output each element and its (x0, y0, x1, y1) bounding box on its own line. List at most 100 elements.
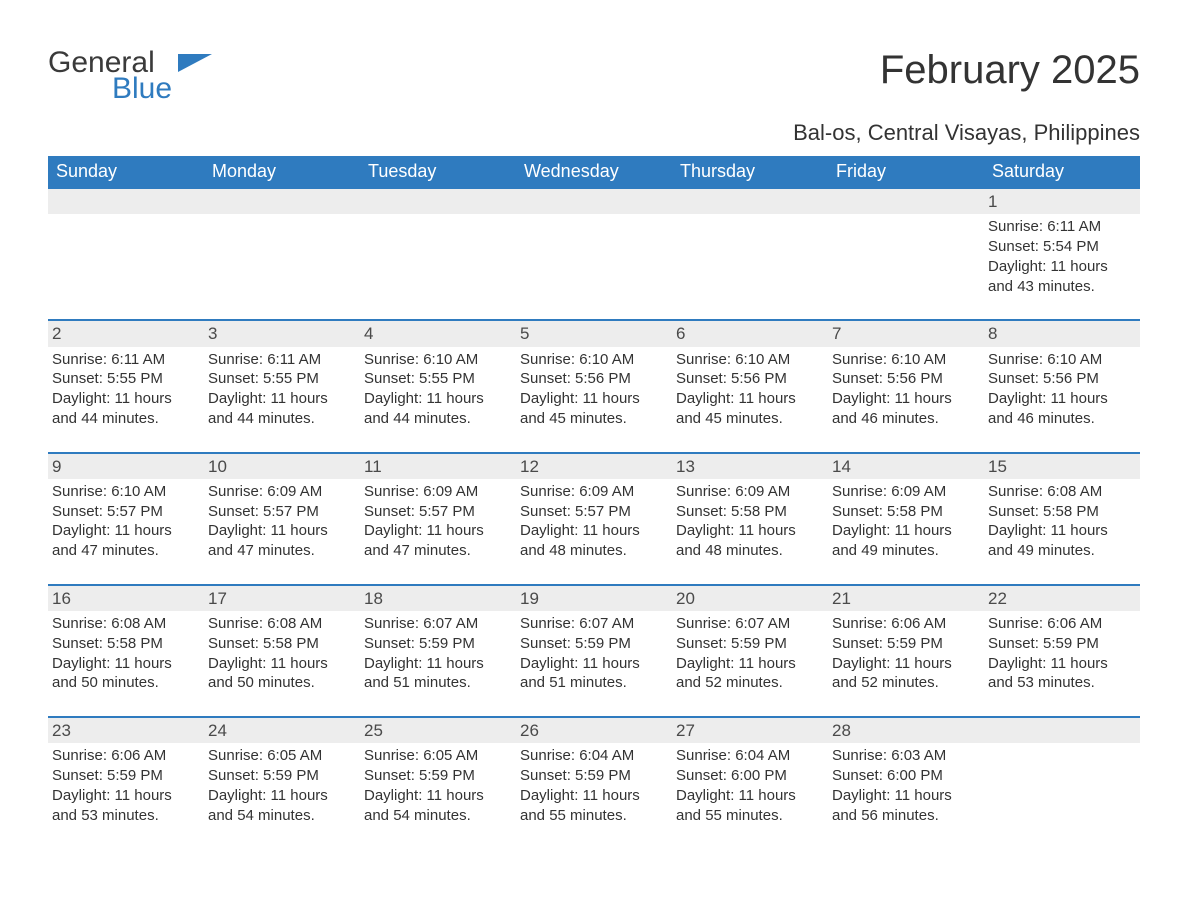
sunrise-text: Sunrise: 6:06 AM (832, 615, 978, 634)
day-header-friday: Friday (828, 156, 984, 187)
daylight-text: Daylight: 11 hours (832, 655, 978, 674)
day-cell: 4Sunrise: 6:10 AMSunset: 5:55 PMDaylight… (360, 319, 516, 451)
daylight-text: Daylight: 11 hours (832, 522, 978, 541)
daylight-text: and 51 minutes. (520, 674, 666, 693)
day-header-thursday: Thursday (672, 156, 828, 187)
day-cell: 12Sunrise: 6:09 AMSunset: 5:57 PMDayligh… (516, 452, 672, 584)
sunset-text: Sunset: 5:59 PM (988, 635, 1134, 654)
calendar-table: SundayMondayTuesdayWednesdayThursdayFrid… (48, 156, 1140, 848)
day-cell: 6Sunrise: 6:10 AMSunset: 5:56 PMDaylight… (672, 319, 828, 451)
sunrise-text: Sunrise: 6:06 AM (52, 747, 198, 766)
day-cell: 5Sunrise: 6:10 AMSunset: 5:56 PMDaylight… (516, 319, 672, 451)
sunrise-text: Sunrise: 6:08 AM (208, 615, 354, 634)
day-cell: 11Sunrise: 6:09 AMSunset: 5:57 PMDayligh… (360, 452, 516, 584)
date-number: 28 (828, 716, 984, 743)
sunset-text: Sunset: 5:57 PM (364, 503, 510, 522)
date-number: 16 (48, 584, 204, 611)
sunset-text: Sunset: 5:54 PM (988, 238, 1134, 257)
sunrise-text: Sunrise: 6:10 AM (988, 351, 1134, 370)
daylight-text: Daylight: 11 hours (208, 787, 354, 806)
daylight-text: Daylight: 11 hours (364, 787, 510, 806)
date-number: 9 (48, 452, 204, 479)
date-number (672, 187, 828, 214)
sunset-text: Sunset: 5:55 PM (364, 370, 510, 389)
sunset-text: Sunset: 5:57 PM (520, 503, 666, 522)
daylight-text: and 56 minutes. (832, 807, 978, 826)
daylight-text: Daylight: 11 hours (520, 522, 666, 541)
daylight-text: Daylight: 11 hours (676, 655, 822, 674)
daylight-text: Daylight: 11 hours (208, 655, 354, 674)
sunrise-text: Sunrise: 6:11 AM (988, 218, 1134, 237)
sunrise-text: Sunrise: 6:06 AM (988, 615, 1134, 634)
sunrise-text: Sunrise: 6:10 AM (520, 351, 666, 370)
sunset-text: Sunset: 6:00 PM (676, 767, 822, 786)
date-number: 2 (48, 319, 204, 346)
daylight-text: and 45 minutes. (520, 410, 666, 429)
day-cell: 3Sunrise: 6:11 AMSunset: 5:55 PMDaylight… (204, 319, 360, 451)
daylight-text: and 49 minutes. (832, 542, 978, 561)
daylight-text: and 48 minutes. (676, 542, 822, 561)
date-number: 6 (672, 319, 828, 346)
date-number: 18 (360, 584, 516, 611)
daylight-text: Daylight: 11 hours (364, 655, 510, 674)
daylight-text: Daylight: 11 hours (832, 787, 978, 806)
page-title: February 2025 (880, 48, 1140, 93)
daylight-text: and 44 minutes. (208, 410, 354, 429)
sunset-text: Sunset: 5:59 PM (520, 767, 666, 786)
day-cell: 21Sunrise: 6:06 AMSunset: 5:59 PMDayligh… (828, 584, 984, 716)
daylight-text: and 46 minutes. (832, 410, 978, 429)
daylight-text: Daylight: 11 hours (52, 522, 198, 541)
date-number: 27 (672, 716, 828, 743)
daylight-text: Daylight: 11 hours (988, 655, 1134, 674)
day-cell: 1Sunrise: 6:11 AMSunset: 5:54 PMDaylight… (984, 187, 1140, 319)
sunset-text: Sunset: 5:56 PM (676, 370, 822, 389)
daylight-text: and 44 minutes. (364, 410, 510, 429)
daylight-text: Daylight: 11 hours (520, 655, 666, 674)
date-number: 10 (204, 452, 360, 479)
day-cell: 10Sunrise: 6:09 AMSunset: 5:57 PMDayligh… (204, 452, 360, 584)
daylight-text: and 53 minutes. (988, 674, 1134, 693)
day-cell: 17Sunrise: 6:08 AMSunset: 5:58 PMDayligh… (204, 584, 360, 716)
sunrise-text: Sunrise: 6:09 AM (520, 483, 666, 502)
daylight-text: and 53 minutes. (52, 807, 198, 826)
sunset-text: Sunset: 5:56 PM (988, 370, 1134, 389)
sunset-text: Sunset: 5:58 PM (988, 503, 1134, 522)
daylight-text: Daylight: 11 hours (52, 787, 198, 806)
sunrise-text: Sunrise: 6:10 AM (364, 351, 510, 370)
daylight-text: and 45 minutes. (676, 410, 822, 429)
daylight-text: and 50 minutes. (208, 674, 354, 693)
daylight-text: Daylight: 11 hours (208, 390, 354, 409)
day-cell: 22Sunrise: 6:06 AMSunset: 5:59 PMDayligh… (984, 584, 1140, 716)
date-number: 17 (204, 584, 360, 611)
date-number: 19 (516, 584, 672, 611)
day-header-monday: Monday (204, 156, 360, 187)
sunrise-text: Sunrise: 6:03 AM (832, 747, 978, 766)
daylight-text: and 47 minutes. (52, 542, 198, 561)
date-number: 7 (828, 319, 984, 346)
sunrise-text: Sunrise: 6:04 AM (520, 747, 666, 766)
date-number: 15 (984, 452, 1140, 479)
daylight-text: and 51 minutes. (364, 674, 510, 693)
day-header-sunday: Sunday (48, 156, 204, 187)
logo-text-blue: Blue (112, 74, 172, 104)
date-number: 20 (672, 584, 828, 611)
sunrise-text: Sunrise: 6:11 AM (52, 351, 198, 370)
date-number: 8 (984, 319, 1140, 346)
sunset-text: Sunset: 6:00 PM (832, 767, 978, 786)
header: General Blue February 2025 (48, 48, 1140, 104)
daylight-text: Daylight: 11 hours (208, 522, 354, 541)
daylight-text: and 50 minutes. (52, 674, 198, 693)
day-cell (828, 187, 984, 319)
day-cell: 14Sunrise: 6:09 AMSunset: 5:58 PMDayligh… (828, 452, 984, 584)
date-number: 25 (360, 716, 516, 743)
date-number: 21 (828, 584, 984, 611)
date-number (828, 187, 984, 214)
day-cell: 15Sunrise: 6:08 AMSunset: 5:58 PMDayligh… (984, 452, 1140, 584)
daylight-text: Daylight: 11 hours (52, 655, 198, 674)
date-number (360, 187, 516, 214)
day-cell (672, 187, 828, 319)
date-number: 13 (672, 452, 828, 479)
logo: General Blue (48, 48, 212, 104)
date-number: 23 (48, 716, 204, 743)
sunrise-text: Sunrise: 6:07 AM (676, 615, 822, 634)
